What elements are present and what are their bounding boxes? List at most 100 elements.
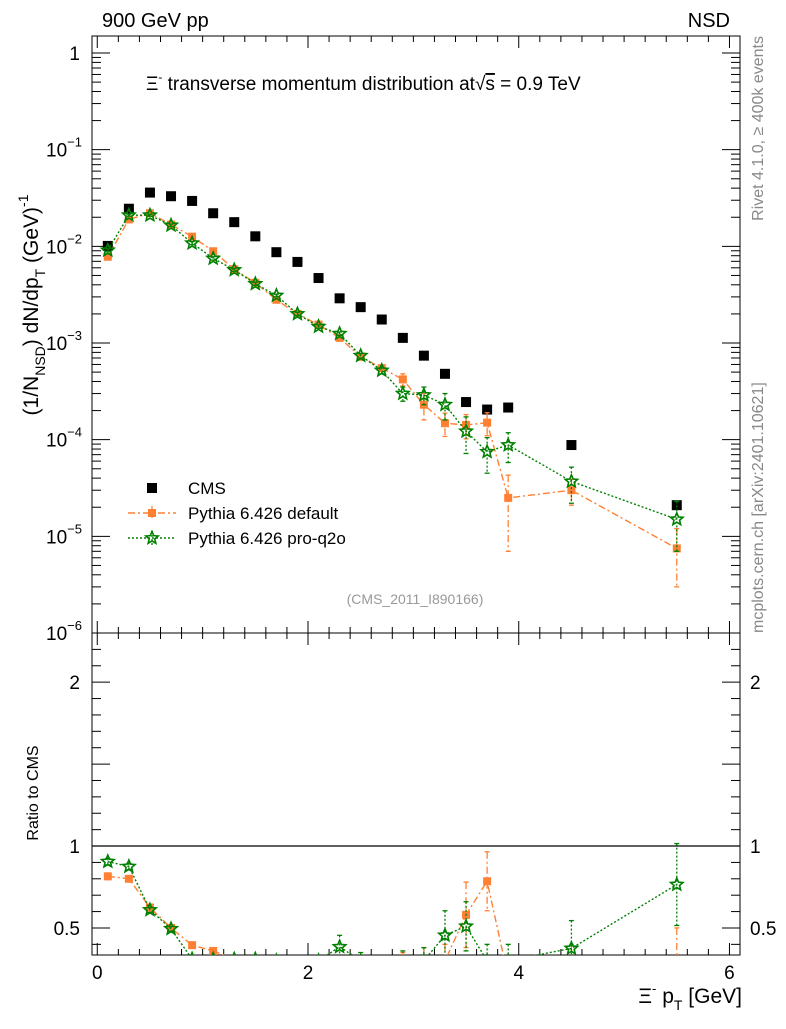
ratio-point [399, 957, 407, 965]
ratio-point [315, 962, 323, 970]
data-point [483, 418, 492, 427]
data-point [415, 386, 433, 402]
data-point [99, 241, 116, 258]
ratio-point [457, 917, 475, 934]
legend-label: CMS [188, 479, 226, 498]
ratio-point [441, 957, 449, 965]
series-2 [99, 206, 685, 552]
mcplots-source-label: mcplots.cern.ch [arXiv:2401.10621] [750, 382, 767, 633]
ratio-point [190, 950, 194, 955]
data-point [145, 209, 154, 218]
legend-marker [148, 509, 156, 517]
ratio-point [188, 941, 197, 950]
ratio-point [397, 958, 409, 970]
ratio-point [420, 957, 428, 965]
data-point [672, 544, 681, 553]
data-point [289, 305, 306, 321]
x-axis-label: Ξ- pT [GeV] [638, 981, 742, 1013]
ratio-point [99, 853, 116, 869]
ratio-point [422, 952, 426, 955]
data-point [671, 500, 682, 511]
data-point [397, 332, 408, 343]
data-point [376, 314, 387, 325]
data-point [124, 215, 133, 224]
ratio-point [317, 952, 320, 955]
ratio-point [357, 960, 365, 968]
data-point [398, 375, 407, 384]
data-point [268, 286, 285, 303]
data-point [187, 195, 198, 206]
ratio-point [331, 938, 348, 954]
series-0 [102, 187, 682, 511]
data-point [440, 419, 449, 428]
y-tick-label: 10−4 [46, 425, 82, 452]
data-point [250, 231, 261, 242]
legend-marker [143, 529, 161, 545]
ratio-y-tick-label-right: 0.5 [750, 919, 776, 940]
ratio-series-1 [103, 851, 680, 981]
y-tick-label: 1 [69, 44, 80, 65]
data-point [482, 404, 493, 415]
ratio-point [275, 952, 278, 955]
data-point [292, 256, 303, 267]
data-point [461, 397, 472, 408]
data-point [566, 440, 577, 451]
ratio-series-line [107, 860, 678, 955]
ratio-point [162, 920, 180, 936]
ratio-y-tick-label: 1 [69, 837, 80, 858]
ratio-point [483, 877, 492, 886]
ratio-plot-layer [99, 842, 685, 981]
ratio-point [141, 901, 159, 917]
ratio-point [336, 957, 344, 965]
x-tick-label: 2 [303, 963, 314, 984]
ratio-point [485, 952, 489, 955]
data-point [436, 396, 454, 412]
data-point [141, 206, 159, 223]
chart-title: Ξ- transverse momentum distribution at√s… [146, 70, 581, 95]
y-tick-label: 10−1 [46, 135, 82, 162]
data-point [310, 317, 327, 334]
data-point [102, 240, 113, 251]
ratio-point [103, 872, 112, 881]
x-tick-label: 0 [92, 963, 103, 984]
data-point [162, 216, 180, 233]
data-point [271, 247, 282, 258]
ratio-point [253, 950, 258, 955]
data-point [355, 302, 366, 313]
analysis-label: (CMS_2011_I890166) [347, 591, 484, 607]
legend-label: Pythia 6.426 default [188, 504, 339, 523]
data-point [457, 422, 475, 439]
ratio-point [272, 960, 280, 968]
data-point [335, 333, 344, 342]
data-point [418, 350, 429, 361]
main-plot-layer [99, 187, 685, 588]
legend: CMS Pythia 6.426 default Pythia 6.426 pro-… [128, 479, 346, 548]
data-point [166, 191, 177, 202]
data-point [229, 217, 240, 228]
series-line [107, 212, 678, 550]
main-y-axis-label: (1/NNSD) dN/dpT (GeV)-1 [15, 194, 48, 415]
data-point [504, 493, 513, 502]
process-label: NSD [688, 10, 730, 32]
data-point [500, 436, 517, 452]
ratio-point [359, 952, 362, 955]
legend-marker [147, 483, 157, 493]
ratio-y-axis-label: Ratio to CMS [25, 745, 42, 840]
x-tick-label: 4 [513, 963, 524, 984]
data-point [668, 510, 685, 527]
ratio-point [563, 939, 580, 955]
data-point [373, 361, 390, 378]
y-tick-label: 10−2 [46, 231, 82, 258]
data-point [331, 325, 348, 341]
data-point [183, 234, 201, 251]
rivet-version-label: Rivet 4.1.0, ≥ 400k events [750, 36, 767, 221]
ratio-point [504, 973, 512, 981]
ratio-point [251, 957, 259, 965]
ratio-point [211, 950, 216, 955]
y-tick-label: 10−5 [46, 521, 82, 548]
data-point [144, 187, 155, 198]
data-point [394, 384, 411, 401]
x-tick-label: 6 [724, 963, 735, 984]
ratio-point [293, 962, 301, 970]
